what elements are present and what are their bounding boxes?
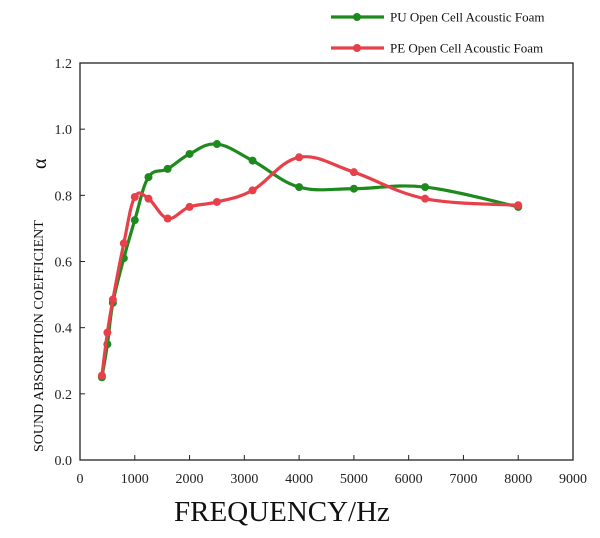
pe-data-point xyxy=(350,168,358,176)
y-axis-title: SOUND ABSORPTION COEFFICIENT xyxy=(32,220,47,452)
pe-data-point xyxy=(164,214,172,222)
y-tick-label: 0.2 xyxy=(55,388,73,403)
plot-frame xyxy=(80,63,573,460)
y-tick-label: 0.4 xyxy=(55,322,73,337)
pe-data-point xyxy=(249,186,257,194)
x-tick-label: 1000 xyxy=(121,472,149,487)
pu-data-point xyxy=(295,183,303,191)
chart-legend: PU Open Cell Acoustic Foam PE Open Cell A… xyxy=(331,10,545,56)
sound-absorption-chart: PU Open Cell Acoustic Foam PE Open Cell A… xyxy=(0,0,600,538)
y-axis-title-group: SOUND ABSORPTION COEFFICIENT α xyxy=(29,158,51,452)
pe-data-point xyxy=(186,203,194,211)
pe-data-point xyxy=(144,195,152,203)
pu-data-point xyxy=(350,185,358,193)
pu-legend-label: PU Open Cell Acoustic Foam xyxy=(390,10,545,25)
pu-data-point xyxy=(131,216,139,224)
pe-legend-swatch-marker xyxy=(353,44,361,52)
pe-data-point xyxy=(120,239,128,247)
pu-data-point xyxy=(213,140,221,148)
pu-legend-swatch-marker xyxy=(353,13,361,21)
x-tick-label: 0 xyxy=(77,472,84,487)
pe-data-point xyxy=(98,372,106,380)
x-tick-label: 3000 xyxy=(230,472,258,487)
x-tick-label: 4000 xyxy=(285,472,313,487)
pe-data-point xyxy=(295,153,303,161)
y-tick-label: 1.0 xyxy=(55,123,73,138)
pu-data-point xyxy=(144,173,152,181)
pu-data-point xyxy=(421,183,429,191)
pe-data-point xyxy=(514,201,522,209)
x-tick-label: 7000 xyxy=(449,472,477,487)
pe-legend-label: PE Open Cell Acoustic Foam xyxy=(390,41,543,56)
x-tick-label: 5000 xyxy=(340,472,368,487)
y-axis-title-symbol: α xyxy=(29,158,51,169)
y-tick-label: 0.0 xyxy=(55,454,73,469)
x-tick-label: 6000 xyxy=(395,472,423,487)
x-tick-label: 2000 xyxy=(176,472,204,487)
y-tick-label: 0.6 xyxy=(55,256,73,271)
x-tick-label: 9000 xyxy=(559,472,587,487)
pe-data-point xyxy=(213,198,221,206)
x-tick-label: 8000 xyxy=(504,472,532,487)
pu-data-point xyxy=(249,157,257,165)
x-axis-title: FREQUENCY/Hz xyxy=(174,496,390,528)
pu-data-point xyxy=(186,150,194,158)
y-tick-label: 0.8 xyxy=(55,189,73,204)
pu-data-point xyxy=(164,165,172,173)
pe-data-point xyxy=(109,296,117,304)
pe-data-point xyxy=(131,193,139,201)
y-tick-label: 1.2 xyxy=(55,57,73,72)
pe-data-point xyxy=(421,195,429,203)
pe-data-point xyxy=(103,329,111,337)
